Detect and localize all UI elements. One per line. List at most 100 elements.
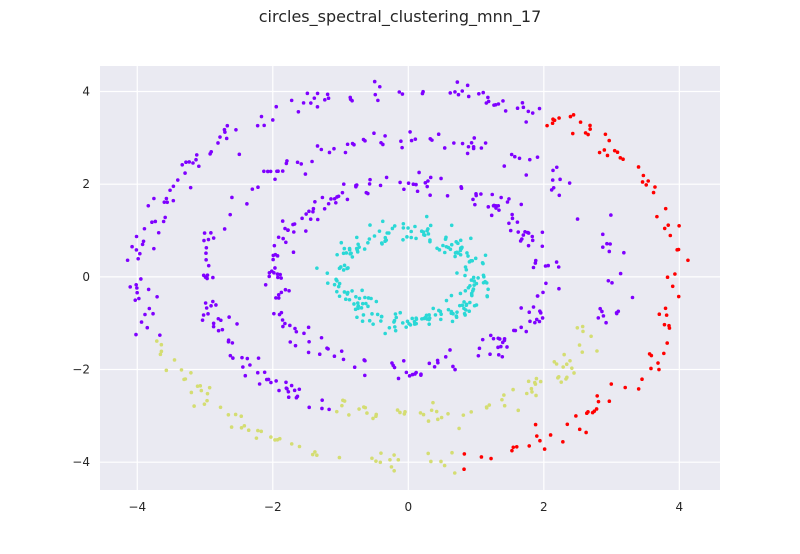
scatter-point (530, 234, 535, 239)
scatter-point (272, 311, 276, 316)
scatter-point (418, 411, 423, 415)
scatter-point (415, 189, 420, 194)
scatter-point (332, 282, 337, 287)
scatter-point (204, 258, 208, 262)
scatter-point (595, 394, 599, 398)
scatter-point (595, 349, 599, 353)
scatter-point (189, 370, 193, 375)
scatter-point (295, 394, 300, 399)
scatter-point (368, 177, 372, 182)
scatter-point (656, 361, 660, 365)
scatter-point (480, 337, 485, 342)
scatter-point (325, 92, 330, 97)
scatter-point (423, 181, 428, 185)
scatter-point (305, 91, 310, 96)
scatter-point (377, 84, 382, 89)
scatter-point (510, 216, 515, 221)
scatter-point (327, 150, 332, 155)
scatter-point (211, 321, 216, 326)
scatter-point (499, 195, 503, 200)
scatter-point (519, 202, 524, 207)
scatter-point (165, 200, 170, 205)
scatter-point (476, 353, 481, 358)
scatter-point (481, 261, 485, 266)
scatter-point (664, 313, 669, 317)
scatter-point (565, 422, 570, 427)
scatter-point (449, 223, 454, 228)
scatter-point (534, 317, 539, 322)
scatter-point (183, 171, 187, 175)
scatter-point (332, 354, 337, 359)
scatter-point (205, 391, 210, 396)
scatter-point (326, 201, 331, 206)
scatter-point (155, 294, 159, 299)
scatter-point (163, 215, 167, 220)
scatter-point (462, 452, 467, 456)
scatter-point (390, 226, 395, 231)
scatter-point (426, 227, 430, 231)
scatter-point (604, 320, 608, 325)
scatter-point (171, 184, 176, 189)
scatter-point (379, 319, 383, 323)
scatter-point (442, 250, 447, 255)
scatter-point (242, 424, 247, 428)
scatter-point (141, 239, 146, 244)
scatter-point (276, 275, 280, 280)
scatter-point (662, 226, 667, 231)
scatter-point (527, 444, 532, 448)
scatter-point (618, 271, 623, 276)
scatter-point (464, 302, 469, 307)
scatter-point (420, 317, 424, 321)
scatter-point (502, 403, 507, 408)
scatter-point (128, 285, 133, 289)
scatter-point (673, 272, 677, 276)
scatter-point (363, 139, 367, 143)
scatter-point (462, 311, 467, 316)
scatter-point (336, 284, 341, 289)
scatter-point (421, 89, 425, 94)
scatter-point (397, 90, 402, 94)
scatter-point (350, 255, 355, 259)
scatter-point (606, 278, 611, 283)
scatter-point (449, 242, 454, 247)
scatter-point (367, 182, 372, 186)
scatter-point (502, 164, 507, 168)
scatter-point (665, 341, 669, 345)
scatter-point (147, 306, 152, 311)
scatter-point (206, 237, 211, 242)
scatter-point (485, 294, 490, 299)
scatter-point (366, 296, 371, 300)
scatter-point (436, 360, 440, 365)
scatter-point (527, 310, 532, 315)
scatter-point (239, 414, 244, 419)
scatter-point (313, 199, 317, 204)
scatter-point (319, 335, 324, 340)
scatter-point (383, 134, 387, 138)
scatter-point (477, 91, 481, 96)
scatter-point (230, 195, 234, 200)
scatter-point (486, 287, 490, 292)
scatter-point (194, 157, 198, 162)
scatter-point (640, 377, 644, 382)
scatter-point (552, 359, 557, 364)
scatter-point (383, 235, 388, 240)
scatter-point (205, 398, 209, 403)
scatter-point (489, 456, 493, 461)
scatter-point (442, 463, 447, 468)
scatter-point (578, 120, 583, 124)
scatter-point (458, 252, 463, 257)
scatter-point (426, 232, 431, 236)
scatter-point (431, 306, 436, 311)
scatter-point (262, 370, 267, 375)
scatter-point (479, 146, 484, 150)
scatter-point (602, 148, 607, 152)
scatter-point (286, 395, 291, 400)
scatter-point (550, 178, 555, 182)
scatter-point (665, 275, 670, 280)
scatter-point (411, 182, 416, 187)
scatter-point (501, 99, 505, 103)
scatter-point (363, 373, 367, 378)
scatter-point (138, 251, 142, 256)
scatter-point (413, 224, 417, 229)
scatter-point (202, 402, 207, 406)
